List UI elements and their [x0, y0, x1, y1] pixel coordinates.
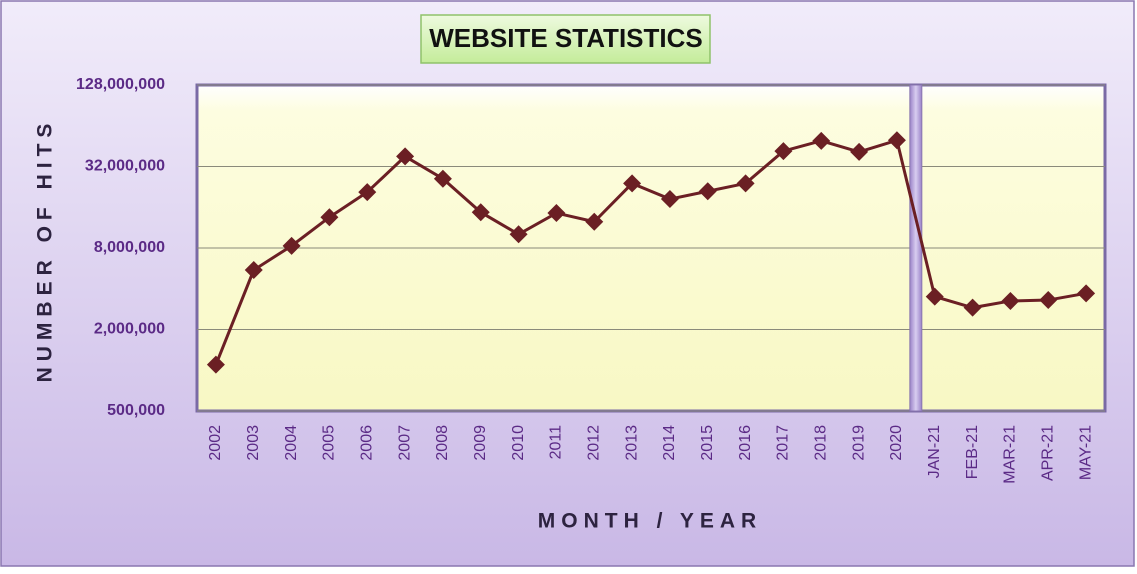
data-point [358, 183, 377, 202]
data-point [396, 147, 415, 166]
data-point [925, 287, 944, 306]
x-tick-label: 2012 [585, 425, 602, 461]
x-tick-label: APR-21 [1039, 425, 1056, 481]
x-tick-label: 2005 [321, 425, 338, 461]
data-point [585, 212, 604, 231]
y-tick-label: 8,000,000 [94, 239, 165, 256]
data-point [320, 208, 339, 227]
title-box [420, 14, 711, 64]
data-point [963, 298, 982, 317]
x-tick-label: 2017 [775, 425, 792, 461]
x-tick-label: 2018 [812, 425, 829, 461]
data-point [774, 142, 793, 161]
data-point [850, 142, 869, 161]
y-tick-label: 32,000,000 [85, 158, 165, 175]
y-axis-label: NUMBER OF HITS [34, 118, 57, 383]
x-tick-label: 2014 [661, 425, 678, 461]
x-tick-label: 2003 [245, 425, 262, 461]
data-point [1039, 291, 1058, 310]
section-divider [909, 84, 923, 412]
data-point [623, 174, 642, 193]
data-point [1001, 291, 1020, 310]
data-point [812, 131, 831, 150]
x-tick-label: JAN-21 [926, 425, 943, 478]
y-tick-label: 500,000 [107, 402, 165, 419]
data-point [736, 174, 755, 193]
x-tick-label: 2019 [850, 425, 867, 461]
chart-title: WEBSITE STATISTICS [429, 23, 702, 53]
x-tick-label: 2004 [283, 425, 300, 461]
x-tick-label: 2011 [548, 425, 565, 460]
data-point [887, 131, 906, 150]
x-tick-label: MAY-21 [1077, 425, 1094, 480]
data-point [244, 261, 263, 280]
data-point [471, 203, 490, 222]
y-tick-label: 128,000,000 [76, 76, 165, 93]
x-tick-label: 2020 [888, 425, 905, 461]
y-tick-label: 2,000,000 [94, 321, 165, 338]
data-point [206, 355, 225, 374]
x-tick-label: 2006 [358, 425, 375, 461]
x-tick-label: 2007 [396, 425, 413, 461]
x-tick-label: 2015 [699, 425, 716, 461]
data-point [509, 225, 528, 244]
data-point [1077, 284, 1096, 303]
data-point [433, 169, 452, 188]
x-tick-label: 2009 [472, 425, 489, 461]
x-tick-label: MAR-21 [1002, 425, 1019, 484]
x-axis-label: MONTH / YEAR [538, 510, 762, 533]
data-point [547, 204, 566, 223]
data-point [698, 182, 717, 201]
x-tick-label: 2008 [434, 425, 451, 461]
x-tick-label: 2010 [510, 425, 527, 461]
x-tick-label: FEB-21 [964, 425, 981, 479]
data-point [660, 190, 679, 209]
x-tick-label: 2013 [623, 425, 640, 461]
data-point [282, 236, 301, 255]
x-tick-label: 2016 [737, 425, 754, 461]
x-tick-label: 2002 [207, 425, 224, 461]
